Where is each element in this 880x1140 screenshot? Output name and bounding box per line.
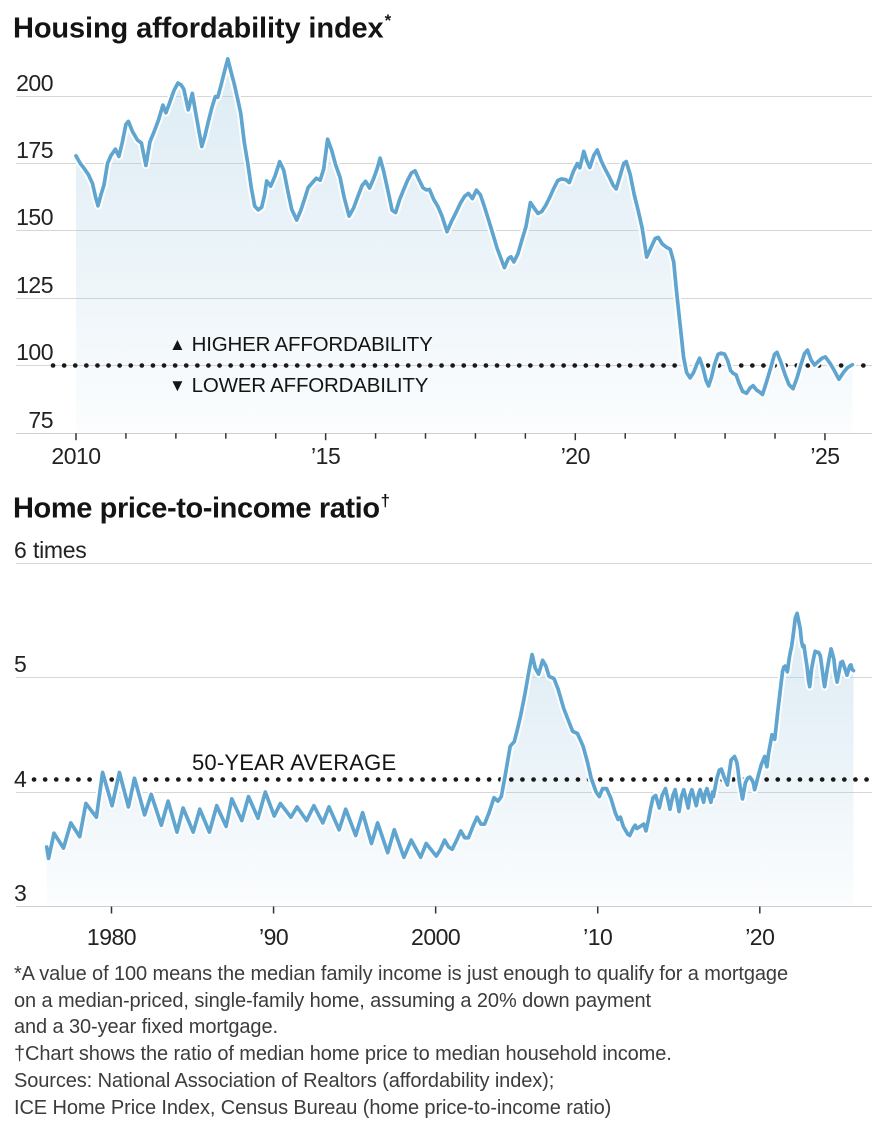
footnote-line-2: on a median-priced, single-family home, … [14, 989, 651, 1012]
x-axis-label-2010: ’10 [583, 923, 613, 950]
up-triangle-icon: ▲ [169, 335, 186, 354]
x-axis-label-2020: ’20 [745, 923, 775, 950]
y-axis-label-75: 75 [28, 407, 53, 434]
y-axis-label-3: 3 [14, 880, 27, 907]
y-axis-label-5: 5 [14, 651, 27, 678]
y-axis-label-100: 100 [16, 339, 53, 366]
y-axis-label-150: 150 [16, 204, 53, 231]
y-axis-label-175: 175 [16, 137, 53, 164]
y-axis-label-6: 6 [14, 537, 27, 564]
x-axis-label-2000: 2000 [411, 923, 461, 950]
y-axis-label-200: 200 [16, 70, 53, 97]
chart2-title-text: Home price-to-income ratio [13, 492, 380, 525]
lower-affordability-annotation: ▼ LOWER AFFORDABILITY [169, 374, 428, 398]
price-to-income-chart [16, 563, 877, 914]
higher-affordability-label: HIGHER AFFORDABILITY [191, 333, 433, 356]
affordability-series-line [74, 57, 855, 397]
chart2-title-superscript: † [380, 491, 390, 510]
x-axis-label-2015: ’15 [311, 443, 341, 470]
footnotes: *A value of 100 means the median family … [14, 961, 788, 1121]
x-axis-label-2025: ’25 [810, 443, 840, 470]
chart1-title: Housing affordability index* [13, 11, 392, 46]
footnote-line-3: and a 30-year fixed mortgage. [14, 1016, 278, 1039]
down-triangle-icon: ▼ [169, 376, 186, 395]
y-axis-unit-label: times [33, 536, 87, 563]
y-axis-label-125: 125 [16, 272, 53, 299]
footnote-line-4: †Chart shows the ratio of median home pr… [14, 1043, 672, 1066]
higher-affordability-annotation: ▲ HIGHER AFFORDABILITY [169, 333, 433, 357]
fifty-year-average-label: 50-YEAR AVERAGE [192, 750, 397, 775]
x-axis-label-1980: 1980 [86, 923, 137, 950]
affordability-area-fill [76, 58, 853, 434]
chart1-title-superscript: * [384, 11, 392, 30]
footnote-line-1: *A value of 100 means the median family … [14, 963, 788, 985]
footnote-line-6: ICE Home Price Index, Census Bureau (hom… [14, 1096, 612, 1119]
y-axis-label-4: 4 [14, 766, 27, 793]
affordability-chart [16, 55, 877, 441]
fifty-year-average-annotation: 50-YEAR AVERAGE [192, 750, 396, 776]
chart2-title: Home price-to-income ratio† [13, 491, 390, 526]
x-axis-label-1990: ’90 [258, 923, 289, 950]
chart1-title-text: Housing affordability index [13, 12, 384, 45]
price-to-income-area-fill [46, 613, 854, 907]
footnote-line-5: Sources: National Association of Realtor… [14, 1069, 555, 1092]
price-to-income-series-line [44, 611, 856, 861]
lower-affordability-label: LOWER AFFORDABILITY [191, 374, 429, 397]
x-axis-label-2010: 2010 [51, 443, 101, 470]
x-axis-label-2020: ’20 [560, 443, 591, 470]
